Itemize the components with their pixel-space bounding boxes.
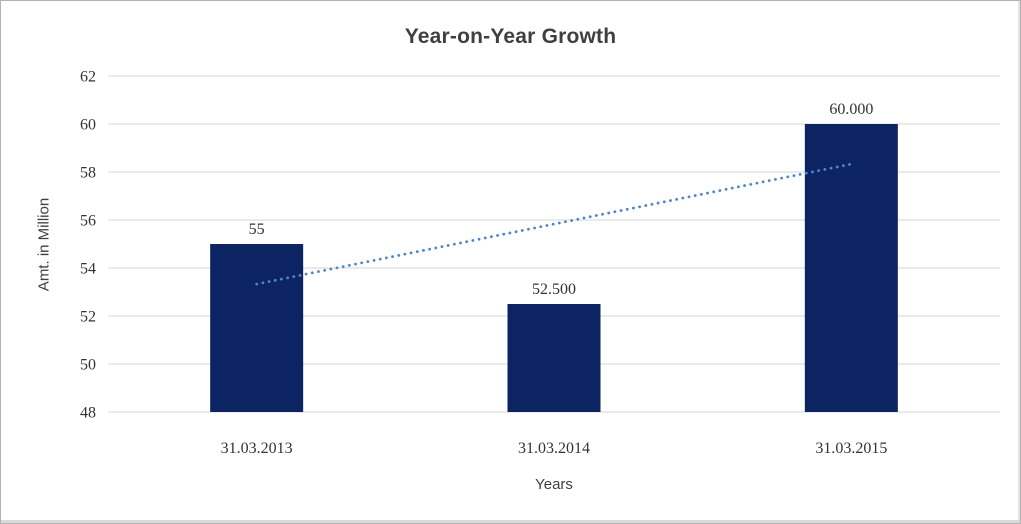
- x-tick-label: 31.03.2013: [221, 440, 293, 457]
- y-tick-label: 58: [80, 165, 96, 182]
- bar-31.03.2013: [210, 244, 304, 412]
- bar-value-label: 55: [249, 221, 265, 238]
- x-tick-label: 31.03.2014: [518, 440, 590, 457]
- chart-title: Year-on-Year Growth: [404, 25, 617, 48]
- x-axis-title: Years: [535, 476, 573, 493]
- y-tick-label: 50: [80, 357, 96, 374]
- trendline: [255, 162, 853, 286]
- y-tick-label: 54: [80, 261, 96, 278]
- y-tick-label: 60: [80, 117, 96, 134]
- y-tick-label: 52: [80, 309, 96, 326]
- y-tick-label: 48: [80, 405, 96, 422]
- y-tick-label: 62: [80, 69, 96, 86]
- bar-31.03.2015: [804, 124, 898, 412]
- bar-value-label: 60.000: [829, 101, 873, 118]
- bar-value-label: 52.500: [532, 281, 576, 298]
- bar-31.03.2014: [507, 304, 601, 412]
- y-tick-label: 56: [80, 213, 96, 230]
- x-tick-label: 31.03.2015: [815, 440, 887, 457]
